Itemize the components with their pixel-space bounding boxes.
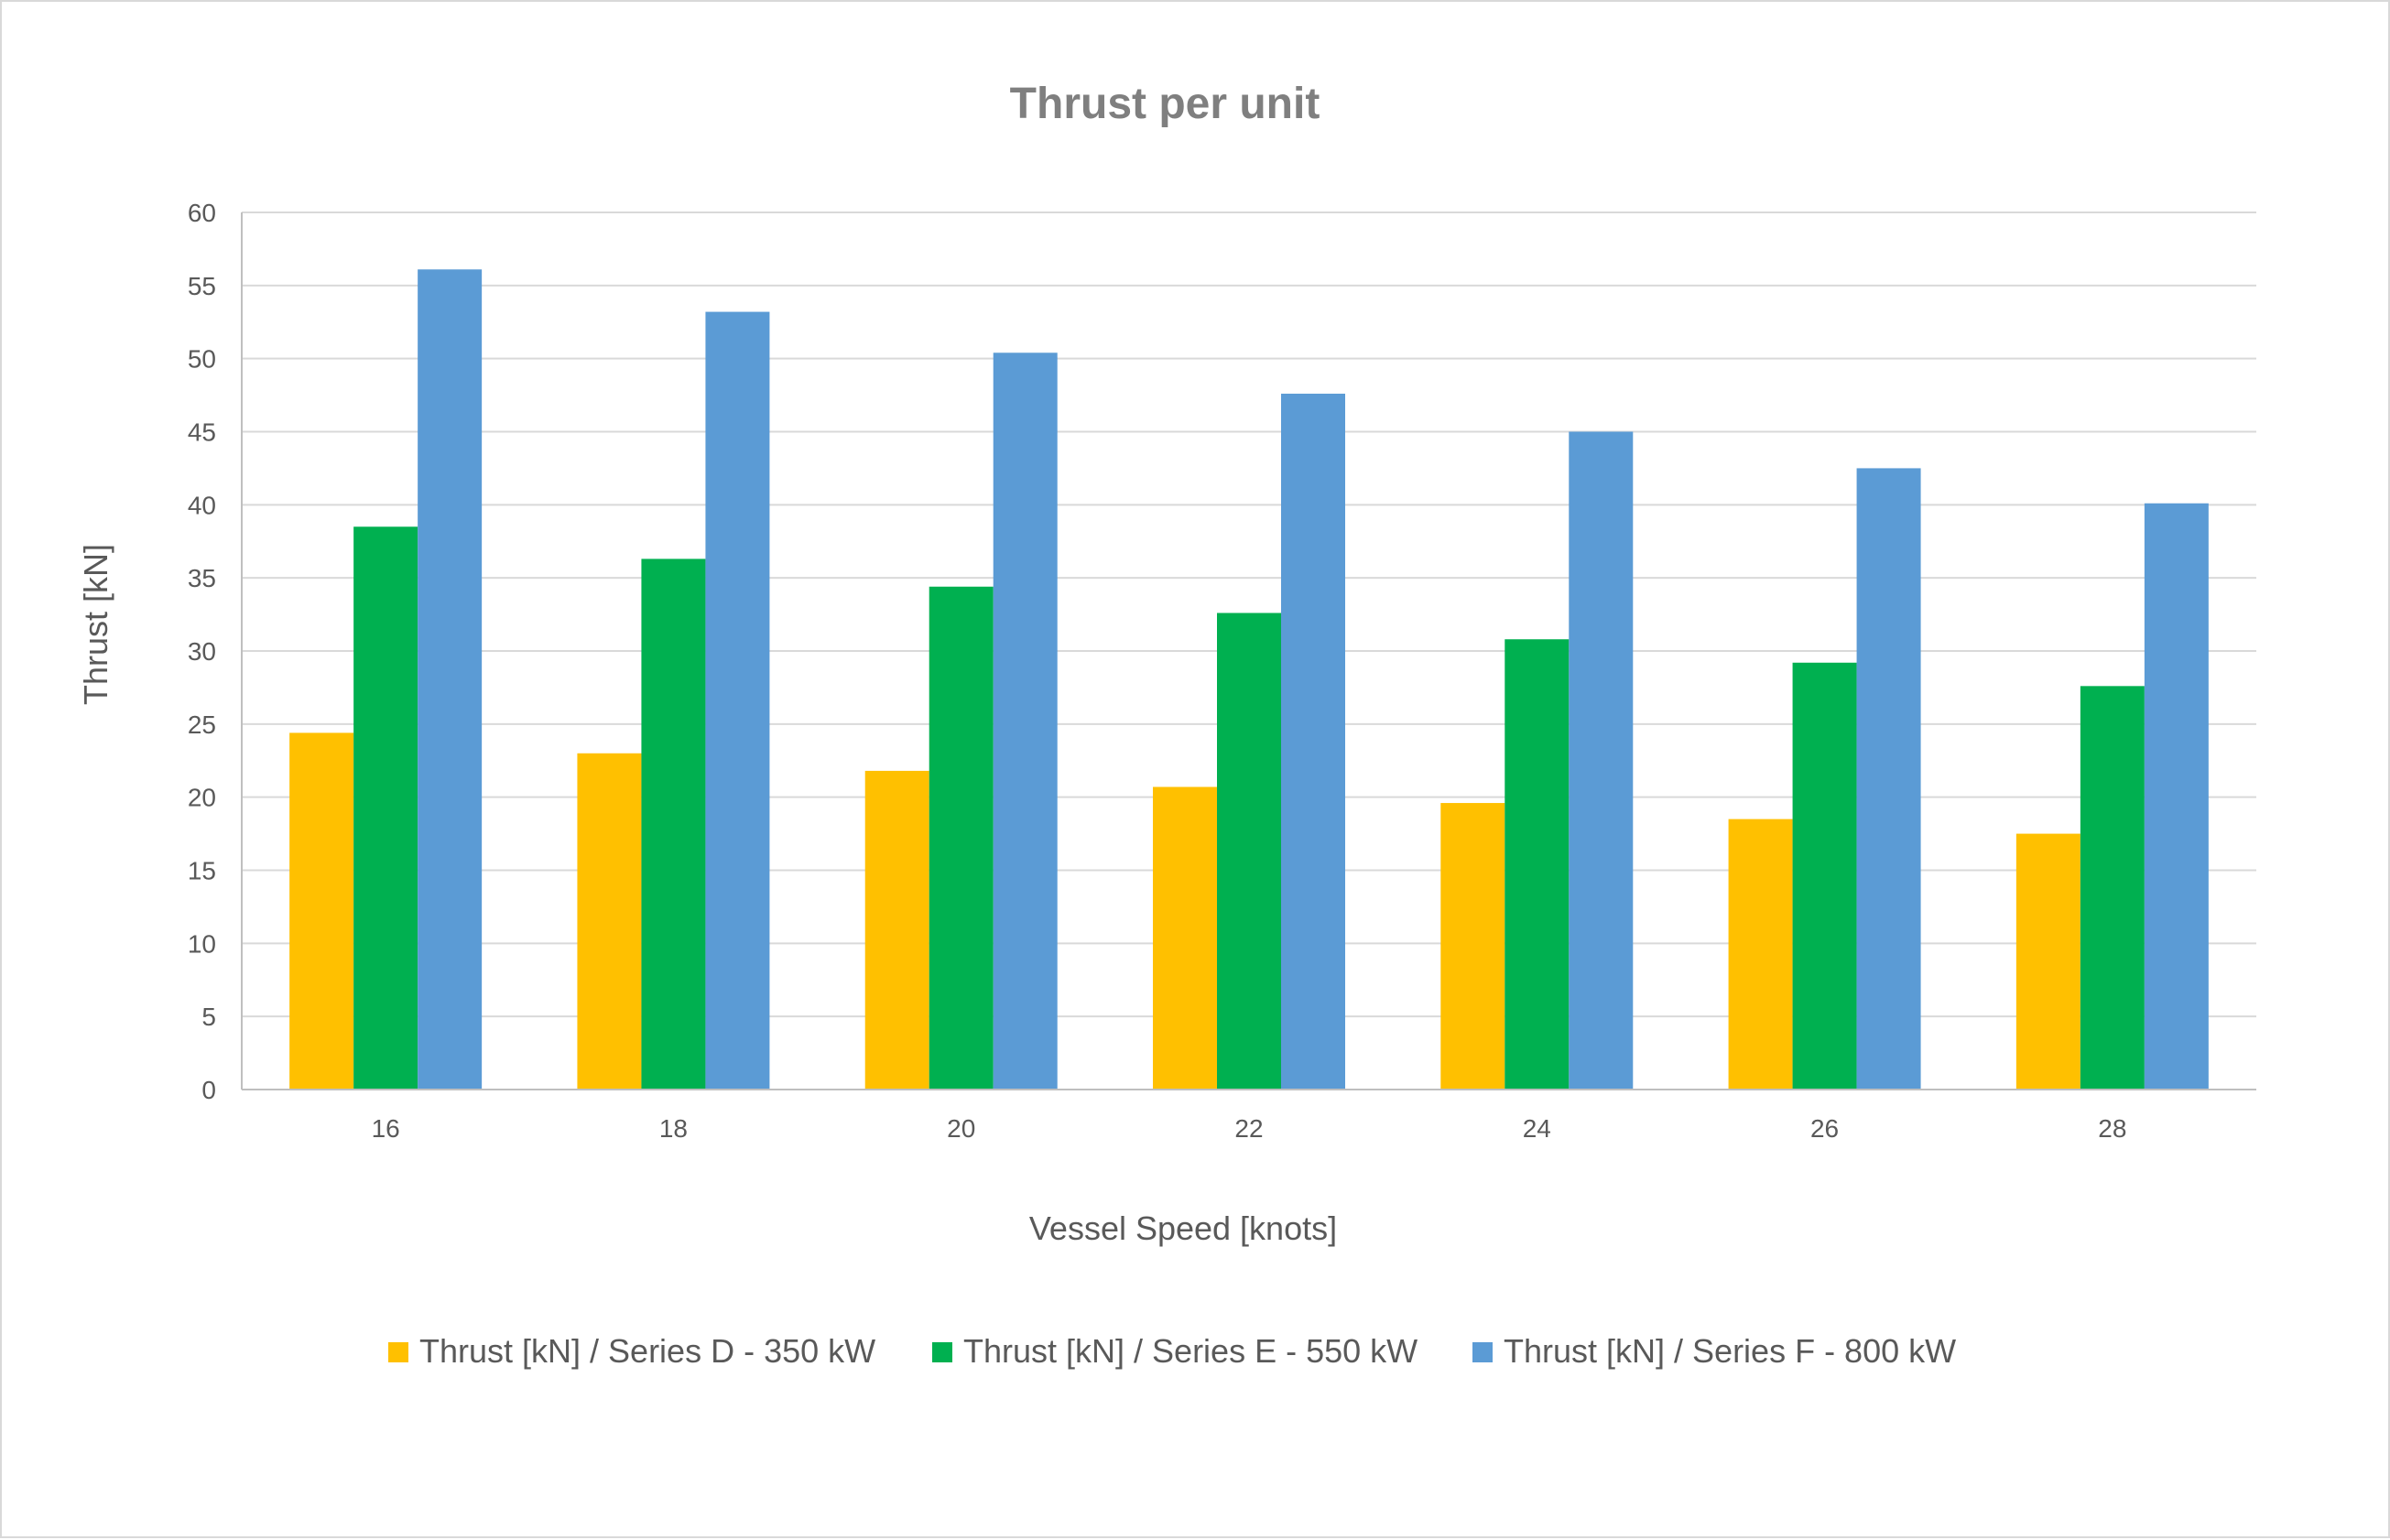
bar-series-e: [353, 526, 418, 1090]
chart-title: Thrust per unit: [1010, 80, 1320, 128]
x-tick-label: 26: [1810, 1114, 1839, 1143]
x-tick-label: 28: [2098, 1114, 2126, 1143]
bar-series-d: [1728, 819, 1793, 1090]
legend-swatch: [1472, 1342, 1493, 1362]
y-tick-label: 20: [188, 784, 216, 812]
bar-series-d: [2015, 833, 2080, 1090]
y-tick-label: 35: [188, 564, 216, 592]
x-tick-label: 18: [659, 1114, 688, 1143]
y-tick-labels: 0 5 10 15 20 25 30 35 40 45 50 55 60: [188, 199, 216, 1104]
bar-series-d: [289, 732, 354, 1090]
bar-series-e: [2080, 686, 2145, 1090]
bar-series-f: [993, 352, 1058, 1090]
legend: Thrust [kN] / Series D - 350 kW Thrust [k…: [388, 1332, 1956, 1370]
y-tick-label: 0: [201, 1076, 216, 1104]
bar-series-f: [2144, 503, 2209, 1090]
legend-swatch: [932, 1342, 952, 1362]
y-tick-label: 50: [188, 345, 216, 374]
legend-label: Thrust [kN] / Series D - 350 kW: [419, 1332, 875, 1370]
x-tick-label: 24: [1523, 1114, 1551, 1143]
y-tick-label: 25: [188, 710, 216, 739]
bar-series-f: [1856, 468, 1921, 1090]
y-tick-label: 30: [188, 637, 216, 666]
legend-label: Thrust [kN] / Series E - 550 kW: [963, 1332, 1418, 1370]
y-tick-label: 5: [201, 1003, 216, 1031]
bar-series-f: [1569, 431, 1634, 1090]
x-tick-label: 16: [372, 1114, 400, 1143]
axes: [241, 212, 2256, 1090]
bar-series-e: [1217, 613, 1281, 1090]
bars: [289, 269, 2209, 1090]
bar-series-f: [418, 269, 483, 1090]
x-tick-label: 22: [1234, 1114, 1263, 1143]
bar-series-e: [1792, 662, 1857, 1090]
bar-series-e: [1505, 639, 1570, 1090]
y-tick-label: 10: [188, 929, 216, 958]
y-tick-label: 15: [188, 857, 216, 885]
bar-series-d: [577, 753, 642, 1090]
bar-series-e: [929, 586, 994, 1090]
x-tick-label: 20: [947, 1114, 975, 1143]
bar-series-f: [1281, 393, 1345, 1090]
legend-label: Thrust [kN] / Series F - 800 kW: [1504, 1332, 1956, 1370]
bar-series-f: [705, 311, 770, 1090]
bar-series-d: [864, 770, 929, 1090]
bar-series-d: [1153, 786, 1217, 1090]
legend-swatch: [388, 1342, 408, 1362]
y-tick-label: 45: [188, 418, 216, 447]
bar-series-d: [1440, 803, 1505, 1090]
y-axis-title: Thrust [kN]: [77, 544, 114, 705]
y-tick-label: 40: [188, 491, 216, 519]
x-axis-title: Vessel Speed [knots]: [1029, 1209, 1337, 1247]
bar-series-e: [641, 559, 706, 1090]
y-tick-label: 55: [188, 272, 216, 300]
y-tick-label: 60: [188, 199, 216, 227]
x-tick-labels: 16 18 20 22 24 26 28: [372, 1114, 2127, 1143]
